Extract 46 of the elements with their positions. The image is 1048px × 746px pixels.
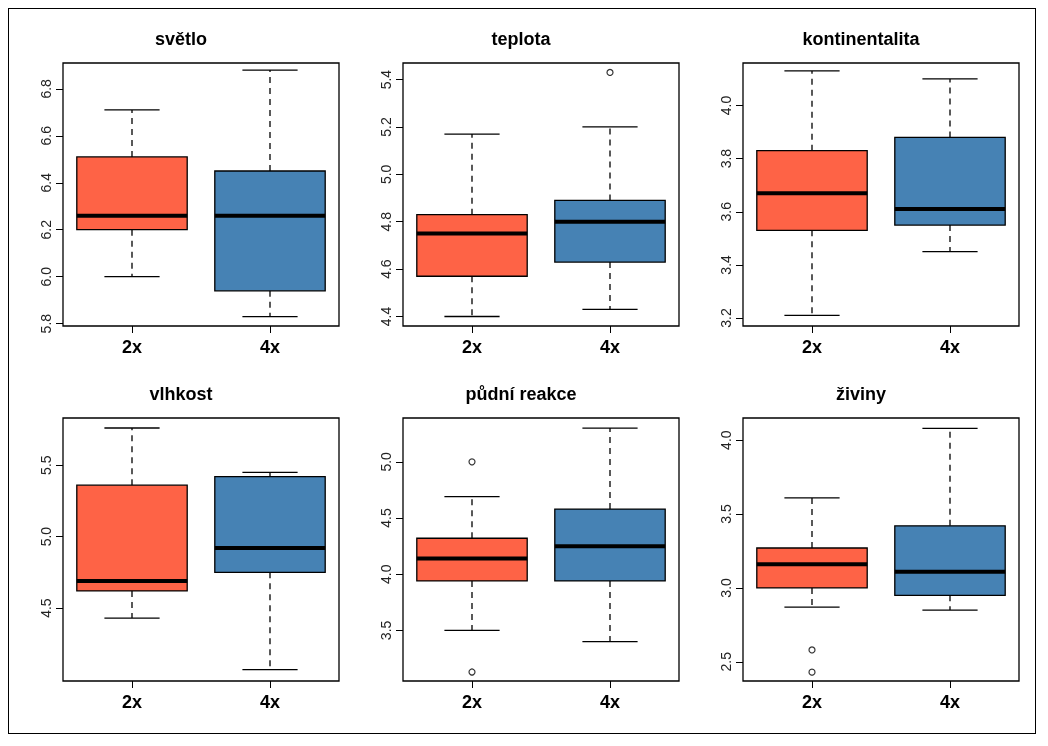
x-tick-label: 4x (599, 337, 621, 357)
y-tick-label: 3.8 (718, 148, 734, 169)
chart-title: světlo (154, 29, 208, 49)
x-tick-label: 4x (599, 692, 621, 712)
y-tick-label: 4.4 (378, 306, 394, 327)
x-tick-label: 4x (259, 692, 281, 712)
y-tick-label: 6.0 (38, 266, 54, 287)
x-tick-label: 4x (939, 337, 961, 357)
x-tick-label: 2x (461, 337, 483, 357)
y-tick-label: 5.8 (38, 313, 54, 334)
y-tick-label: 3.2 (718, 308, 734, 328)
chart-title: teplota (491, 29, 552, 49)
y-tick-label: 3.4 (718, 254, 734, 275)
y-tick-label: 5.0 (378, 451, 394, 472)
x-tick-label: 4x (259, 337, 281, 357)
y-tick-label: 3.0 (718, 577, 734, 598)
y-tick-label: 5.0 (378, 164, 394, 185)
y-tick-label: 6.8 (38, 78, 54, 99)
y-tick-label: 2.5 (718, 651, 734, 672)
y-tick-label: 5.5 (38, 455, 54, 475)
y-tick-label: 4.6 (378, 259, 394, 279)
chart-title: vlhkost (149, 384, 213, 404)
y-tick-label: 4.5 (378, 508, 394, 528)
chart-title: půdní reakce (465, 384, 577, 404)
chart-title: kontinentalita (802, 29, 921, 49)
y-tick-label: 3.5 (378, 620, 394, 641)
y-tick-label: 4.0 (718, 430, 734, 450)
y-tick-label: 4.0 (378, 564, 394, 584)
y-tick-label: 5.4 (378, 69, 394, 90)
y-tick-label: 4.0 (718, 95, 734, 116)
x-tick-label: 4x (939, 692, 961, 712)
y-tick-label: 3.6 (718, 201, 734, 222)
y-tick-label: 6.2 (38, 219, 54, 240)
x-tick-label: 2x (121, 692, 143, 712)
x-tick-label: 2x (801, 337, 823, 357)
y-tick-label: 6.6 (38, 125, 54, 146)
x-tick-label: 2x (801, 692, 823, 712)
y-tick-label: 6.4 (38, 172, 54, 193)
y-tick-label: 4.8 (378, 211, 394, 232)
y-tick-label: 3.5 (718, 504, 734, 524)
x-tick-label: 2x (461, 692, 483, 712)
chart-title: živiny (835, 384, 887, 404)
y-tick-label: 5.2 (378, 117, 394, 137)
y-tick-label: 5.0 (38, 526, 54, 547)
x-tick-label: 2x (121, 337, 143, 357)
y-tick-label: 4.5 (38, 598, 54, 618)
